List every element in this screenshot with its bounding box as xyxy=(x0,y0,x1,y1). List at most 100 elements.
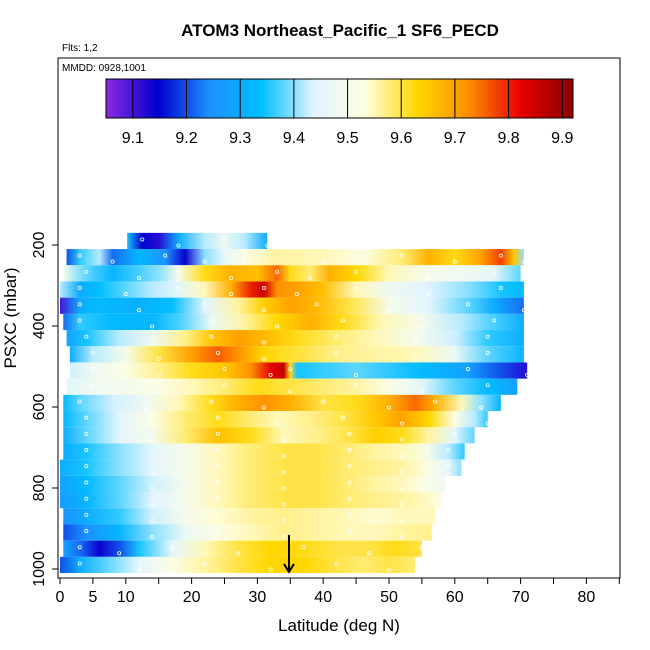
sample-point xyxy=(413,356,418,361)
sample-point xyxy=(485,350,490,355)
sample-point xyxy=(386,405,391,410)
colorbar-tick-label: 9.1 xyxy=(122,130,144,147)
sample-point xyxy=(347,496,352,501)
sample-point xyxy=(400,518,405,523)
sample-point xyxy=(400,486,405,491)
colorbar-tick-label: 9.8 xyxy=(497,130,519,147)
sample-point xyxy=(215,529,220,534)
sample-point xyxy=(321,399,326,404)
heatmap-band xyxy=(60,556,416,574)
sample-point xyxy=(176,269,181,274)
sample-point xyxy=(77,286,82,291)
heatmap-band xyxy=(66,330,524,347)
sample-point xyxy=(150,340,155,345)
sample-point xyxy=(413,340,418,345)
sample-point xyxy=(347,480,352,485)
sample-point xyxy=(140,237,145,242)
heatmap-band xyxy=(63,540,422,557)
heatmap-band xyxy=(63,394,501,412)
sample-point xyxy=(452,431,457,436)
sample-point xyxy=(281,518,286,523)
sample-point xyxy=(321,259,326,264)
sample-point xyxy=(485,383,490,388)
sample-point xyxy=(77,399,82,404)
heatmap-band xyxy=(60,281,524,298)
sample-point xyxy=(209,318,214,323)
heatmap-band xyxy=(63,411,488,428)
plot-frame xyxy=(57,57,621,579)
sample-point xyxy=(150,470,155,475)
sample-point xyxy=(301,545,306,550)
sample-point xyxy=(202,259,207,264)
y-tick-label: 600 xyxy=(31,394,48,421)
sample-point xyxy=(84,415,89,420)
y-tick-label: 1000 xyxy=(31,551,48,587)
sample-point xyxy=(354,286,359,291)
sample-point xyxy=(433,399,438,404)
sample-point xyxy=(84,464,89,469)
sample-point xyxy=(347,464,352,469)
heatmap-band xyxy=(63,265,521,282)
x-tick-label: 20 xyxy=(183,589,201,606)
sample-point xyxy=(281,454,286,459)
sample-point xyxy=(446,448,451,453)
heatmap-band xyxy=(63,508,436,525)
sample-point xyxy=(354,373,359,378)
colorbar-tick-label: 9.6 xyxy=(390,130,412,147)
heatmap-band xyxy=(69,362,528,379)
x-tick-label: 0 xyxy=(56,589,65,606)
sample-point xyxy=(261,308,266,313)
sample-point xyxy=(84,431,89,436)
sample-point xyxy=(215,448,220,453)
sample-point xyxy=(209,334,214,339)
sample-point xyxy=(136,275,141,280)
heatmap-band xyxy=(60,475,445,493)
heatmap-band xyxy=(69,346,524,363)
sample-point xyxy=(446,464,451,469)
sample-point xyxy=(485,334,490,339)
sample-point xyxy=(222,237,227,242)
colorbar-tick-label: 9.5 xyxy=(336,130,358,147)
sample-point xyxy=(521,259,526,264)
sample-point xyxy=(176,243,181,248)
sample-point xyxy=(169,545,174,550)
x-axis: 0 5 10 20 30 40 50 60 70 80 xyxy=(56,578,620,606)
sample-point xyxy=(485,421,490,426)
sample-point xyxy=(84,269,89,274)
flights-note: Flts: 1,2 xyxy=(62,43,98,54)
x-tick-label: 70 xyxy=(512,589,530,606)
sample-point xyxy=(261,405,266,410)
sample-point xyxy=(354,383,359,388)
sample-point xyxy=(400,470,405,475)
sample-point xyxy=(150,486,155,491)
sample-point xyxy=(314,302,319,307)
sample-point xyxy=(136,567,141,572)
sample-point xyxy=(400,437,405,442)
sample-point xyxy=(498,253,503,258)
x-tick-label: 10 xyxy=(117,589,135,606)
sample-point xyxy=(209,399,214,404)
heatmap-band xyxy=(63,427,475,444)
sample-point xyxy=(400,421,405,426)
sample-point xyxy=(110,259,115,264)
sample-point xyxy=(84,512,89,517)
colorbar: 9.1 9.2 9.3 9.4 9.5 9.6 9.7 9.8 9.9 xyxy=(105,78,574,147)
sample-point xyxy=(215,512,220,517)
sample-point xyxy=(150,535,155,540)
colorbar-tick-label: 9.2 xyxy=(175,130,197,147)
date-note: MMDD: 0928,1001 xyxy=(62,63,146,74)
sample-point xyxy=(354,269,359,274)
sample-point xyxy=(90,383,95,388)
sample-point xyxy=(308,275,313,280)
sample-point xyxy=(84,480,89,485)
x-tick-label: 80 xyxy=(578,589,596,606)
y-axis-label: PSXC (mbar) xyxy=(1,267,20,368)
sample-point xyxy=(202,561,207,566)
sample-point xyxy=(288,389,293,394)
sample-point xyxy=(400,502,405,507)
sample-point xyxy=(492,318,497,323)
sample-point xyxy=(334,350,339,355)
sample-point xyxy=(156,389,161,394)
sample-point xyxy=(400,253,405,258)
